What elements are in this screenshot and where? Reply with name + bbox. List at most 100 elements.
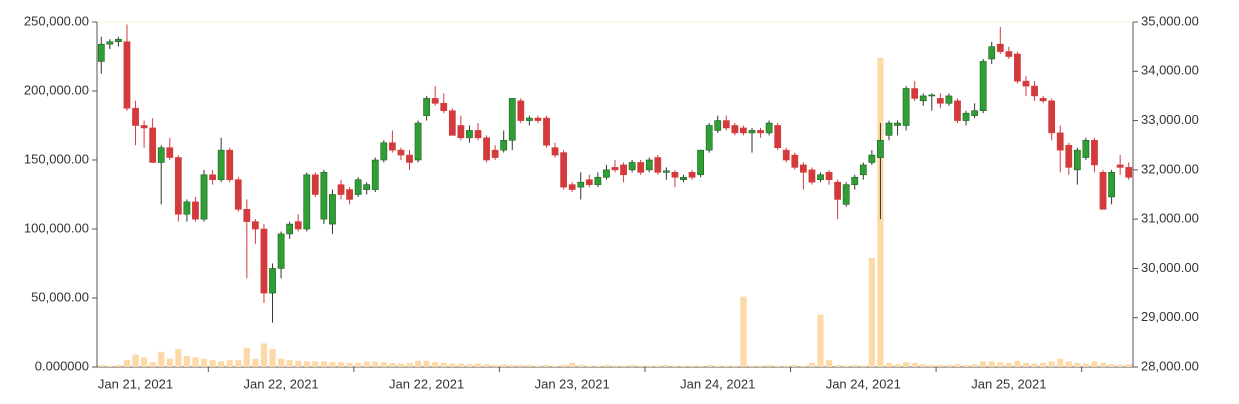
volume-bar bbox=[569, 362, 576, 367]
candle-body bbox=[851, 176, 859, 185]
volume-bar bbox=[449, 363, 456, 367]
candle-body bbox=[466, 130, 473, 139]
volume-bar bbox=[457, 363, 464, 367]
volume-bar bbox=[611, 365, 619, 367]
volume-bar bbox=[1031, 363, 1038, 367]
candle-body bbox=[551, 147, 559, 156]
volume-bar bbox=[1065, 361, 1072, 367]
volume-bar bbox=[620, 365, 627, 367]
candle-body bbox=[149, 127, 157, 163]
y2-tick-label: 31,000.00 bbox=[1141, 211, 1199, 226]
volume-bar bbox=[243, 347, 250, 367]
volume-bar bbox=[397, 363, 405, 367]
volume-bar bbox=[825, 360, 833, 367]
volume-bar bbox=[303, 361, 310, 367]
candle-body bbox=[688, 172, 696, 178]
volume-bar bbox=[183, 355, 190, 367]
candle-body bbox=[431, 98, 439, 104]
candle-body bbox=[183, 201, 191, 215]
y-tick-label: 250,000.00 bbox=[24, 13, 89, 28]
candle-body bbox=[560, 152, 568, 188]
candle-body bbox=[543, 117, 550, 146]
volume-bar bbox=[286, 360, 293, 367]
volume-bar bbox=[766, 364, 773, 367]
volume-bar bbox=[1074, 362, 1081, 367]
y2-tick-label: 32,000.00 bbox=[1141, 161, 1199, 176]
candle-body bbox=[731, 125, 739, 134]
candle-body bbox=[286, 223, 294, 235]
candle-body bbox=[936, 98, 944, 104]
volume-bar bbox=[637, 365, 644, 367]
candle-body bbox=[697, 149, 705, 176]
volume-bar bbox=[945, 364, 952, 367]
volume-bar bbox=[1125, 364, 1132, 367]
volume-bar bbox=[218, 361, 225, 367]
candle-body bbox=[157, 147, 165, 163]
candle-body bbox=[123, 41, 131, 109]
volume-bar bbox=[1099, 362, 1107, 367]
candle-body bbox=[517, 100, 525, 121]
volume-bar bbox=[1022, 362, 1030, 367]
volume-bar bbox=[355, 362, 362, 367]
volume-bar bbox=[903, 362, 910, 367]
candle-body bbox=[1022, 80, 1030, 87]
volume-bar bbox=[808, 362, 816, 367]
volume-bar bbox=[141, 357, 148, 367]
candle-body bbox=[380, 142, 388, 161]
volume-bar bbox=[1091, 361, 1098, 367]
candle-body bbox=[1091, 139, 1098, 166]
candle-body bbox=[1014, 53, 1021, 82]
y2-tick-label: 30,000.00 bbox=[1141, 260, 1199, 275]
candle-body bbox=[842, 184, 850, 205]
volume-bar bbox=[1117, 364, 1124, 367]
volume-bar bbox=[860, 365, 867, 367]
x-tick-label: Jan 24, 2021 bbox=[680, 376, 755, 391]
volume-bar bbox=[714, 365, 721, 367]
candle-body bbox=[1125, 167, 1133, 178]
candle-body bbox=[320, 172, 328, 220]
candle-body bbox=[234, 179, 242, 210]
candle-body bbox=[132, 107, 139, 126]
volume-bar bbox=[663, 364, 670, 367]
volume-bar bbox=[586, 365, 593, 367]
volume-bar bbox=[671, 365, 679, 367]
candle-body bbox=[603, 169, 610, 178]
volume-bar bbox=[1014, 360, 1021, 367]
candle-body bbox=[508, 98, 516, 141]
volume-bar bbox=[962, 364, 970, 367]
candle-body bbox=[757, 130, 764, 134]
candle-body bbox=[423, 98, 431, 116]
y2-tick-label: 35,000.00 bbox=[1141, 13, 1199, 28]
volume-bar bbox=[380, 362, 387, 367]
volume-bar bbox=[928, 364, 935, 367]
candle-body bbox=[988, 46, 996, 60]
candle-body bbox=[791, 154, 799, 168]
candle-body bbox=[662, 170, 670, 173]
x-tick-label: Jan 22, 2021 bbox=[389, 376, 464, 391]
volume-bar bbox=[688, 365, 696, 367]
candle-body bbox=[414, 122, 422, 161]
candle-body bbox=[252, 221, 259, 230]
candle-body bbox=[354, 179, 362, 195]
candle-body bbox=[680, 176, 687, 181]
candle-body bbox=[971, 110, 978, 116]
candle-body bbox=[448, 110, 456, 136]
candle-body bbox=[277, 233, 285, 269]
candle-body bbox=[397, 149, 405, 156]
volume-bar bbox=[517, 364, 524, 367]
x-tick-label: Jan 24, 2021 bbox=[826, 376, 901, 391]
candle-body bbox=[774, 125, 782, 148]
volume-bar bbox=[260, 343, 268, 367]
candle-body bbox=[329, 194, 336, 225]
candle-body bbox=[714, 120, 722, 131]
candle-body bbox=[226, 149, 234, 181]
volume-bar bbox=[740, 296, 747, 367]
volume-bar bbox=[757, 365, 764, 367]
volume-bar bbox=[158, 351, 165, 367]
candle-body bbox=[440, 103, 448, 112]
candle-body bbox=[303, 174, 311, 230]
volume-bar bbox=[800, 365, 807, 367]
volume-bar bbox=[252, 358, 259, 367]
candle-body bbox=[825, 172, 833, 181]
